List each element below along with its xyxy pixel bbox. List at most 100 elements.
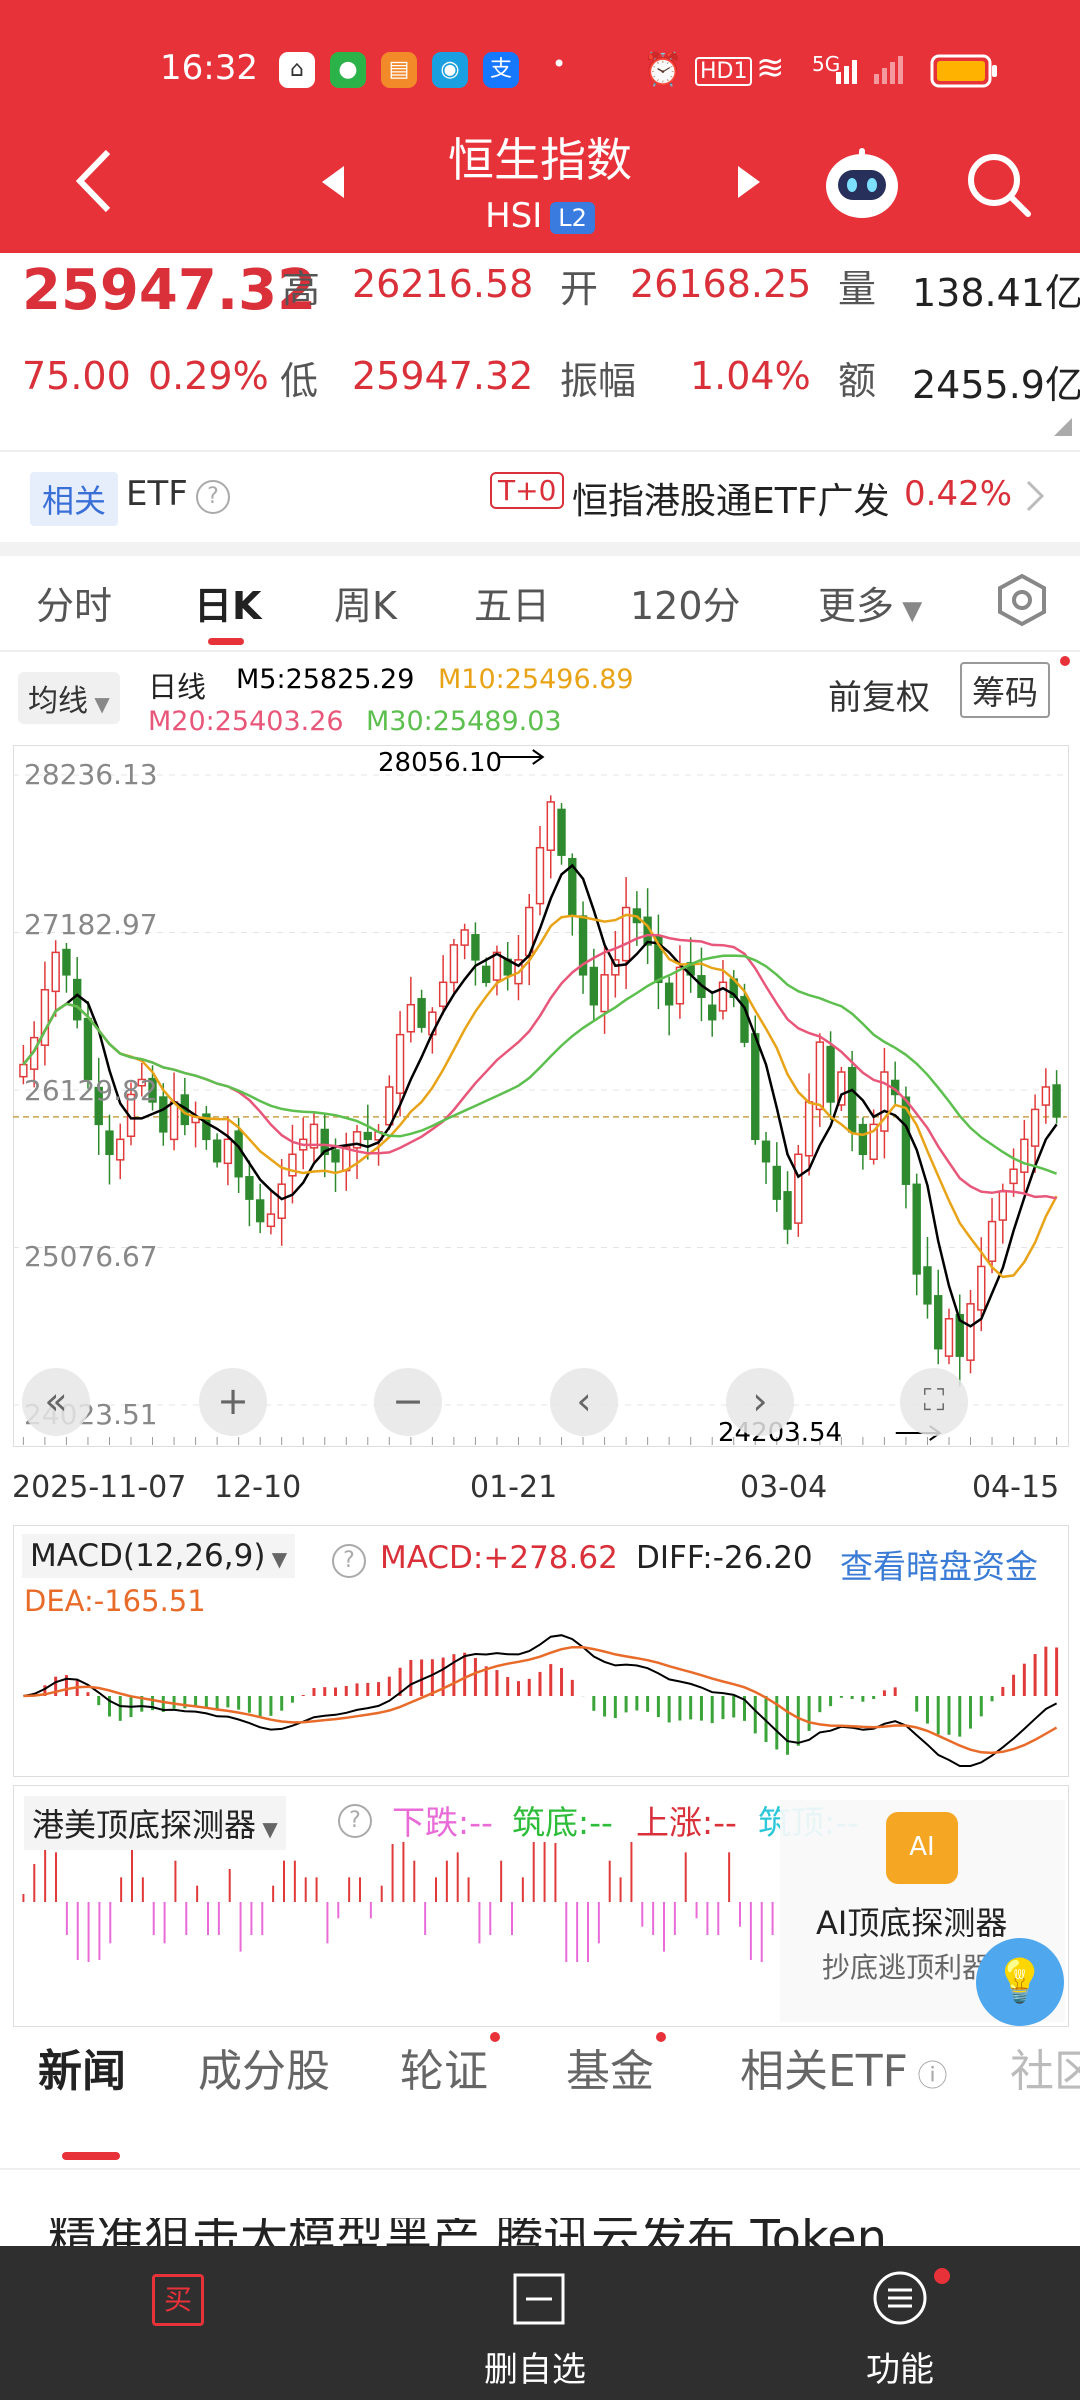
tab-community[interactable]: 社区 — [1010, 2046, 1080, 2097]
settings-hexagon-icon[interactable] — [994, 572, 1050, 628]
x-tick-label: 03-04 — [740, 1470, 828, 1505]
amount-label: 额 — [838, 359, 877, 403]
lightbulb-icon[interactable]: 💡 — [976, 1938, 1064, 2026]
candle-body — [352, 1131, 362, 1149]
prev-index-icon[interactable] — [318, 162, 348, 202]
candle-body — [1041, 1086, 1051, 1106]
candle-body — [363, 1131, 372, 1141]
candle-body — [761, 1140, 771, 1163]
candle-body — [406, 1003, 416, 1033]
help-icon[interactable]: ? — [338, 1804, 372, 1838]
battery-icon — [930, 54, 997, 88]
rewind-button[interactable]: « — [22, 1368, 90, 1436]
candle-body — [40, 989, 50, 1046]
tab-related-etf-label: 相关ETF — [740, 2046, 908, 2097]
candle-body — [783, 1191, 792, 1230]
notification-dot — [1060, 656, 1070, 666]
tab-daily-k[interactable]: 日K — [194, 584, 262, 628]
adjust-option[interactable]: 前复权 — [828, 678, 930, 718]
chat-app-icon: ● — [330, 52, 366, 88]
m30-value: M30:25489.03 — [366, 706, 562, 737]
ma30-line — [22, 954, 1058, 1175]
help-icon[interactable]: ? — [332, 1544, 366, 1578]
tab-funds[interactable]: 基金 — [566, 2046, 654, 2097]
page-title: 恒生指数 — [448, 133, 632, 187]
candle-body — [772, 1165, 781, 1200]
chips-button[interactable]: 筹码 — [960, 662, 1050, 718]
tab-related-etf[interactable]: 相关ETF ⓘ — [740, 2035, 948, 2099]
robot-assistant-icon[interactable] — [822, 146, 902, 220]
up-value: 上涨:-- — [636, 1803, 737, 1842]
kline-chart[interactable] — [13, 745, 1067, 1445]
fullscreen-button[interactable]: ⛶ — [900, 1368, 968, 1436]
tab-warrants[interactable]: 轮证 — [400, 2046, 488, 2097]
candle-body — [73, 978, 82, 1021]
candle-body — [309, 1123, 319, 1149]
candle-body — [912, 1183, 921, 1275]
candle-body — [438, 981, 448, 1008]
notification-dot — [490, 2032, 500, 2042]
help-icon[interactable]: ? — [196, 480, 230, 514]
candle-body — [751, 1033, 760, 1141]
candle-body — [611, 959, 620, 976]
next-index-icon[interactable] — [734, 162, 764, 202]
remove-watchlist-icon[interactable] — [512, 2272, 566, 2326]
menu-icon[interactable] — [872, 2270, 928, 2326]
tab-120min[interactable]: 120分 — [630, 584, 741, 628]
buy-icon[interactable]: 买 — [152, 2274, 204, 2326]
detector-selector[interactable]: 港美顶底探测器 ▼ — [24, 1796, 286, 1850]
zoom-out-button[interactable]: − — [374, 1368, 442, 1436]
candle-body — [847, 1066, 857, 1133]
scroll-left-button[interactable]: ‹ — [550, 1368, 618, 1436]
candle-body — [837, 1071, 846, 1106]
candle-body — [492, 951, 502, 981]
tab-five-day[interactable]: 五日 — [474, 584, 551, 628]
search-icon[interactable] — [964, 150, 1034, 220]
ai-icon: AI — [886, 1812, 958, 1884]
candle-body — [621, 906, 631, 962]
high-value: 26216.58 — [352, 262, 534, 306]
volume-label: 量 — [838, 267, 877, 311]
volume-value: 138.41亿 — [912, 271, 1080, 315]
current-price: 25947.32 — [22, 258, 317, 323]
tab-more[interactable]: 更多 ▼ — [818, 575, 922, 630]
dark-pool-link[interactable]: 查看暗盘资金 — [840, 1547, 1038, 1586]
divider — [0, 2168, 1080, 2170]
zoom-in-button[interactable]: + — [199, 1368, 267, 1436]
dropdown-icon: ▼ — [894, 596, 923, 626]
tab-intraday[interactable]: 分时 — [36, 584, 113, 628]
m20-value: M20:25403.26 — [148, 706, 344, 737]
change-pct: 0.29% — [148, 354, 269, 398]
macd-selector[interactable]: MACD(12,26,9) ▼ — [22, 1534, 296, 1578]
remove-watchlist-label[interactable]: 删自选 — [484, 2350, 586, 2390]
candle-body — [998, 1190, 1007, 1221]
candle-body — [826, 1045, 835, 1103]
expand-corner-icon[interactable] — [1054, 418, 1072, 436]
etf-row[interactable]: 相关 ETF ? T+0 恒指港股通ETF广发 0.42% — [0, 452, 1080, 542]
ma-selector[interactable]: 均线 ▼ — [18, 672, 120, 724]
candle-body — [137, 1078, 146, 1087]
news-headline-clip[interactable]: 精准狙击大模型黑产 腾讯云发布 Token — [48, 2218, 1048, 2248]
tab-news[interactable]: 新闻 — [38, 2046, 126, 2097]
tab-weekly-k[interactable]: 周K — [334, 584, 397, 628]
chevron-right-icon — [1026, 480, 1045, 512]
candle-body — [83, 1017, 93, 1081]
tab-constituents[interactable]: 成分股 — [198, 2046, 330, 2097]
candle-body — [675, 966, 685, 1005]
back-icon[interactable] — [70, 146, 120, 216]
function-label[interactable]: 功能 — [866, 2350, 934, 2390]
candle-body — [858, 1123, 868, 1156]
etf-name: 恒指港股通ETF广发 — [572, 481, 890, 522]
candle-body — [212, 1139, 222, 1163]
scroll-right-button[interactable]: › — [726, 1368, 794, 1436]
wifi-icon: ≋ — [756, 48, 785, 88]
notification-dot — [934, 2268, 950, 2284]
candle-body — [245, 1176, 254, 1200]
index-code-text: HSI — [485, 196, 543, 236]
divider — [0, 450, 1080, 452]
candle-body — [923, 1266, 932, 1305]
low-value: 25947.32 — [352, 354, 534, 398]
candle-body — [815, 1041, 825, 1111]
notification-dot — [656, 2032, 666, 2042]
candle-body — [804, 1101, 814, 1157]
